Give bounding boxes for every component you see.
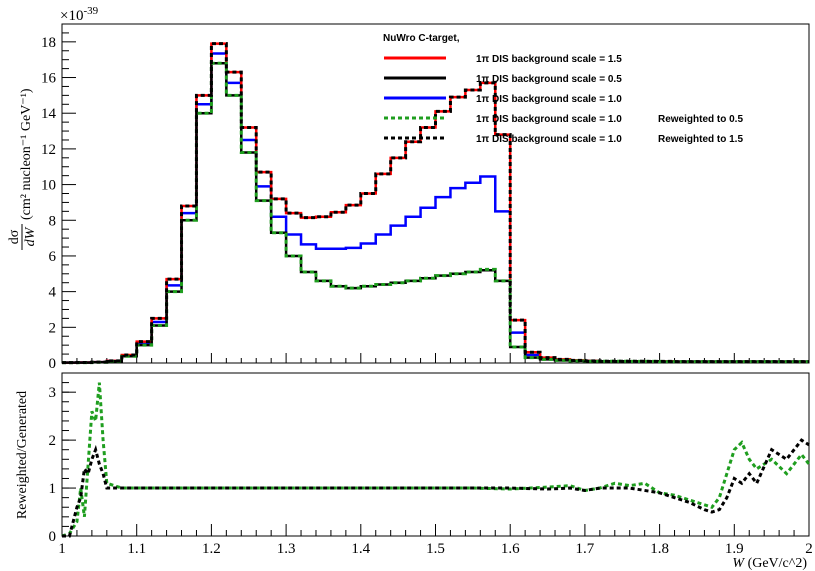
top-y-tick-label: 18 (41, 35, 56, 51)
legend-note-4: Reweighted to 0.5 (658, 114, 743, 125)
legend-label-5: 1π DIS background scale = 1.0 (476, 134, 622, 145)
x-tick-label: 1.5 (426, 541, 445, 557)
bottom-y-tick-label: 3 (49, 385, 57, 401)
x-axis-label: W (GeV/c^2) (732, 556, 807, 571)
ylabel-denominator: dW (23, 226, 38, 246)
series-line-3 (62, 52, 809, 364)
top-series-group (62, 42, 809, 365)
y-multiplier: ×10-39 (60, 5, 99, 24)
legend-label-4: 1π DIS background scale = 1.0 (476, 114, 622, 125)
x-tick-label: 1.3 (277, 541, 296, 557)
legend-label-3: 1π DIS background scale = 1.0 (476, 94, 622, 105)
top-y-tick-label: 0 (49, 356, 57, 372)
top-y-tick-label: 14 (41, 106, 57, 122)
top-axis-ticks: 0 2 4 6 8 10 12 14 16 18 (41, 32, 810, 372)
ratio-line-1 (61, 382, 811, 538)
bottom-y-tick-label: 0 (49, 529, 57, 545)
legend-label-2: 1π DIS background scale = 0.5 (476, 74, 622, 85)
x-tick-label: 1.7 (576, 541, 595, 557)
top-plot-frame (61, 23, 810, 364)
ylabel-units: (cm² nucleon⁻¹ GeV⁻¹) (19, 88, 34, 220)
series-line-2 (62, 62, 809, 364)
bottom-y-tick-label: 2 (49, 433, 57, 449)
ratio-line-2 (62, 438, 810, 538)
ylabel-numerator: dσ (7, 229, 22, 244)
top-y-tick-label: 16 (41, 71, 57, 87)
x-tick-label: 1.6 (501, 541, 520, 557)
legend: NuWro C-target, 1π DIS background scale … (383, 33, 743, 145)
bottom-y-tick-label: 1 (49, 481, 57, 497)
top-y-axis-label: dσ dW (cm² nucleon⁻¹ GeV⁻¹) (7, 88, 38, 250)
legend-label-1: 1π DIS background scale = 1.5 (476, 54, 622, 65)
x-tick-label: 2 (805, 541, 813, 557)
top-y-tick-label: 8 (49, 213, 57, 229)
top-y-tick-label: 4 (49, 285, 57, 301)
series-line-4 (62, 61, 809, 365)
x-tick-label: 1.2 (202, 541, 221, 557)
bottom-series-group (61, 382, 811, 538)
x-tick-label: 1.1 (127, 541, 146, 557)
legend-note-5: Reweighted to 1.5 (658, 134, 743, 145)
bottom-plot-frame (61, 372, 810, 537)
series-line-5 (62, 42, 809, 365)
top-y-tick-label: 2 (49, 320, 57, 336)
x-tick-label: 1.4 (351, 541, 370, 557)
x-tick-label: 1 (58, 541, 66, 557)
top-y-tick-label: 10 (41, 178, 56, 194)
top-y-tick-label: 6 (49, 249, 57, 265)
x-tick-label: 1.9 (725, 541, 744, 557)
x-tick-label: 1.8 (650, 541, 669, 557)
top-y-tick-label: 12 (41, 142, 56, 158)
bottom-y-axis-label: Reweighted/Generated (15, 391, 30, 519)
legend-header: NuWro C-target, (383, 33, 460, 44)
